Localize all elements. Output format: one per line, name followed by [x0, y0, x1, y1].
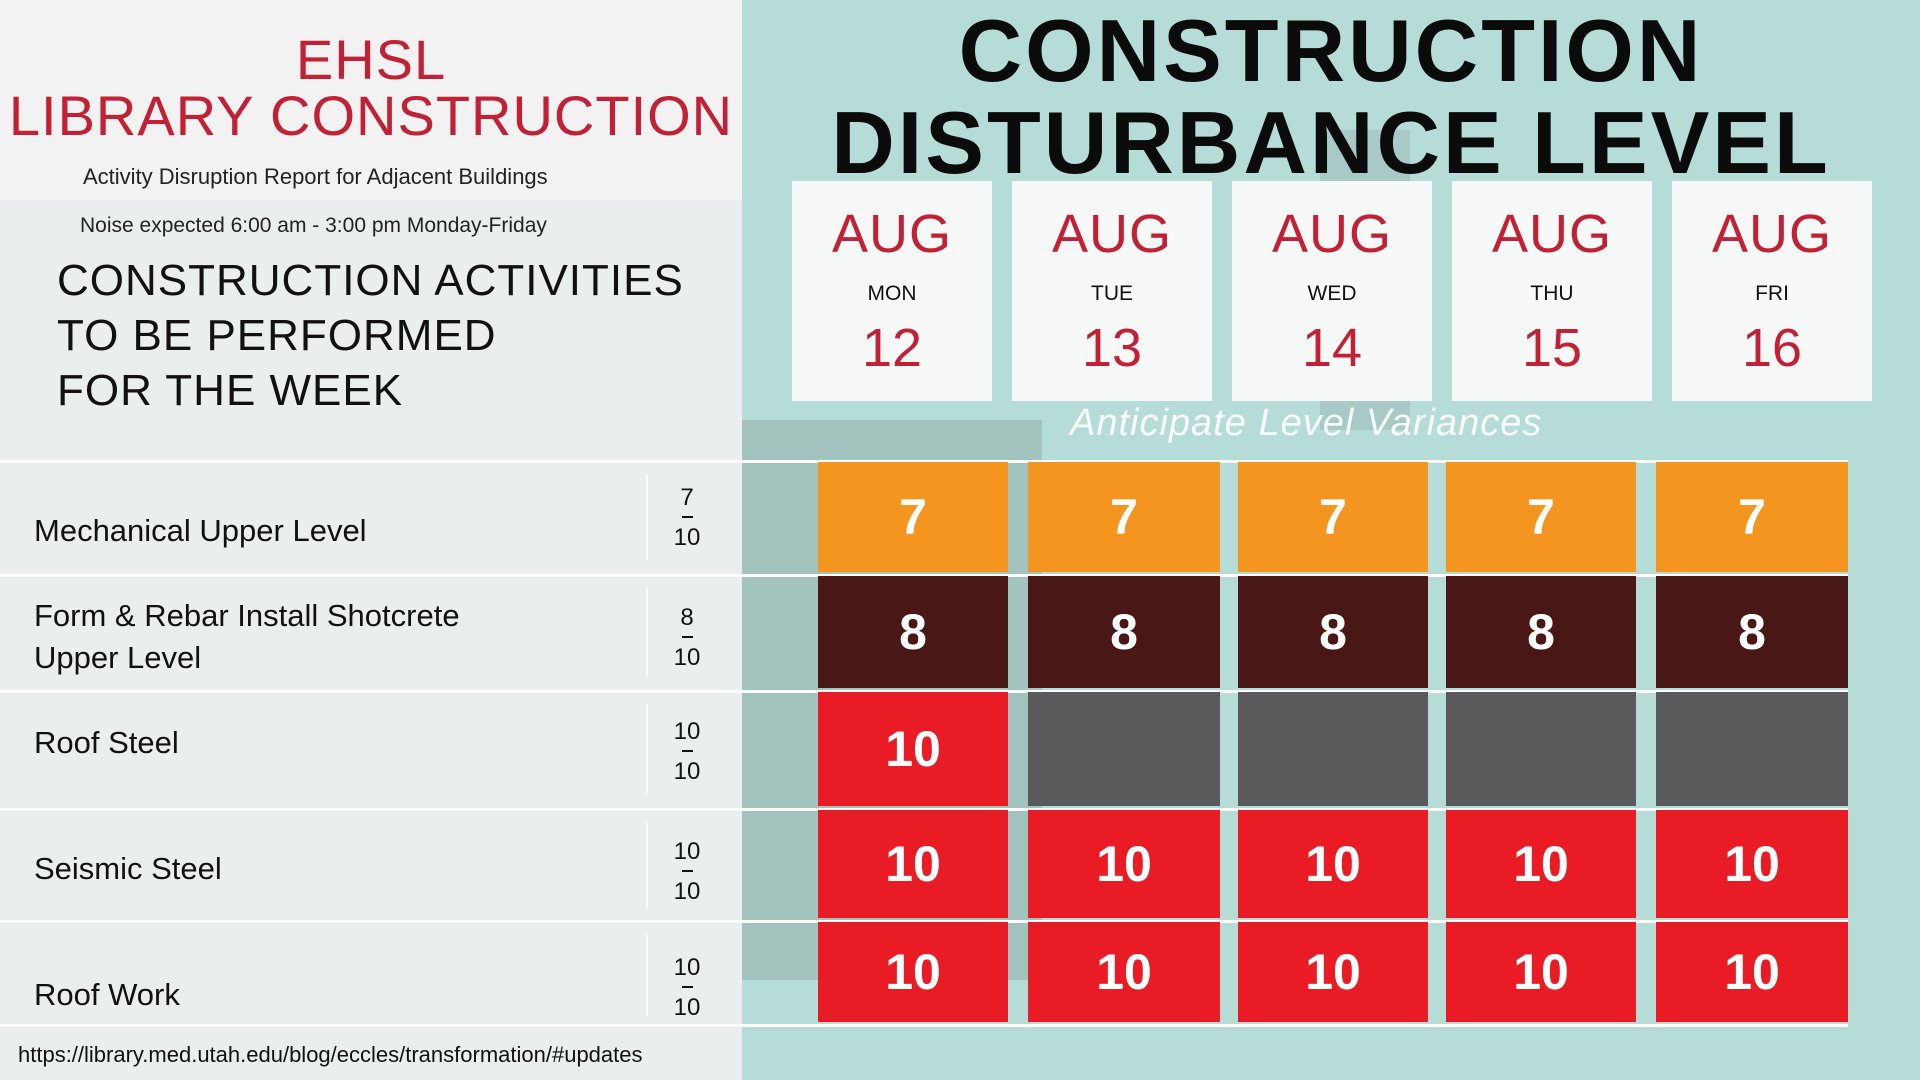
level-cell-r1-thu: 7: [1446, 462, 1636, 572]
card-month: AUG: [1711, 204, 1833, 264]
fraction-bar: [681, 750, 693, 752]
card-month: AUG: [1051, 204, 1173, 264]
card-weekday: WED: [1307, 282, 1357, 305]
level-cell-r1-wed: 7: [1238, 462, 1428, 572]
left-panel: EHSL LIBRARY CONSTRUCTION Activity Disru…: [0, 0, 742, 1080]
card-date: 16: [1741, 318, 1803, 378]
level-cell-r2-fri: 8: [1656, 576, 1848, 688]
level-cell-r3-mon: 10: [818, 692, 1008, 806]
activity-label-roof-steel: Roof Steel: [34, 725, 179, 760]
card-weekday: FRI: [1755, 282, 1789, 305]
level-numerator: 10: [673, 954, 701, 981]
level-cell-r4-mon: 10: [818, 810, 1008, 918]
fraction-bar: [681, 986, 693, 988]
org-title-line1: EHSL: [295, 28, 447, 91]
level-cell-r2-thu: 8: [1446, 576, 1636, 688]
level-cell-r5-tue: 10: [1028, 922, 1220, 1022]
variance-note: Anticipate Level Variances: [1070, 402, 1543, 444]
level-cell-r2-tue: 8: [1028, 576, 1220, 688]
date-card-wed: AUG WED 14: [1232, 181, 1432, 401]
level-denominator: 10: [673, 758, 701, 785]
card-date: 13: [1081, 318, 1143, 378]
level-cell-r4-wed: 10: [1238, 810, 1428, 918]
updates-url[interactable]: https://library.med.utah.edu/blog/eccles…: [18, 1042, 643, 1067]
level-numerator: 10: [673, 718, 701, 745]
activity-label-roof-work: Roof Work: [34, 977, 180, 1012]
activity-label-form-rebar-line2: Upper Level: [34, 640, 202, 675]
row-divider: [0, 1024, 1848, 1027]
date-card-thu: AUG THU 15: [1452, 181, 1652, 401]
row-divider: [0, 808, 1848, 811]
level-rating: 10 10: [664, 838, 710, 906]
column-separator: [646, 934, 648, 1016]
card-weekday: MON: [867, 282, 917, 305]
level-cell-r3-thu: [1446, 692, 1636, 806]
level-cell-r1-tue: 7: [1028, 462, 1220, 572]
level-cell-r1-fri: 7: [1656, 462, 1848, 572]
card-weekday: TUE: [1091, 282, 1133, 305]
level-denominator: 10: [673, 644, 701, 671]
card-date: 12: [861, 318, 923, 378]
card-month: AUG: [1271, 204, 1393, 264]
level-cell-r5-mon: 10: [818, 922, 1008, 1022]
row-divider: [0, 460, 1848, 463]
level-cell-r5-fri: 10: [1656, 922, 1848, 1022]
left-header-band: [0, 0, 742, 200]
level-denominator: 10: [673, 878, 701, 905]
level-cell-r2-mon: 8: [818, 576, 1008, 688]
fraction-bar: [681, 516, 693, 518]
date-card-fri: AUG FRI 16: [1672, 181, 1872, 401]
row-divider: [0, 690, 1848, 693]
level-rating: 7 10: [664, 484, 710, 552]
level-numerator: 7: [680, 484, 694, 511]
level-rating: 10 10: [664, 954, 710, 1022]
noise-note: Noise expected 6:00 am - 3:00 pm Monday-…: [80, 214, 547, 237]
card-month: AUG: [831, 204, 953, 264]
column-separator: [646, 588, 648, 676]
activities-title-line1: CONSTRUCTION ACTIVITIES: [57, 256, 684, 305]
column-separator: [646, 474, 648, 560]
level-numerator: 10: [673, 838, 701, 865]
level-cell-r4-thu: 10: [1446, 810, 1636, 918]
subtitle: Activity Disruption Report for Adjacent …: [83, 164, 548, 189]
level-cell-r4-tue: 10: [1028, 810, 1220, 918]
card-month: AUG: [1491, 204, 1613, 264]
level-cell-r5-thu: 10: [1446, 922, 1636, 1022]
level-cell-r5-wed: 10: [1238, 922, 1428, 1022]
activity-label-mechanical-upper-level: Mechanical Upper Level: [34, 513, 367, 548]
level-cell-r2-wed: 8: [1238, 576, 1428, 688]
level-denominator: 10: [673, 524, 701, 551]
level-cell-r3-wed: [1238, 692, 1428, 806]
activities-title-line3: FOR THE WEEK: [57, 366, 404, 415]
level-rating: 8 10: [664, 604, 710, 672]
column-separator: [646, 822, 648, 908]
fraction-bar: [681, 870, 693, 872]
level-numerator: 8: [680, 604, 694, 631]
level-rating: 10 10: [664, 718, 710, 786]
level-denominator: 10: [673, 994, 701, 1021]
level-cell-r4-fri: 10: [1656, 810, 1848, 918]
activities-title-line2: TO BE PERFORMED: [57, 311, 497, 360]
level-cell-r3-fri: [1656, 692, 1848, 806]
org-title-line2: LIBRARY CONSTRUCTION: [8, 84, 734, 147]
fraction-bar: [681, 636, 693, 638]
activity-label-seismic-steel: Seismic Steel: [34, 851, 222, 886]
card-date: 14: [1301, 318, 1363, 378]
card-date: 15: [1521, 318, 1583, 378]
row-divider: [0, 920, 1848, 923]
main-title-line2: DISTURBANCE LEVEL: [831, 93, 1831, 192]
level-cell-r1-mon: 7: [818, 462, 1008, 572]
column-separator: [646, 704, 648, 794]
activity-label-form-rebar-line1: Form & Rebar Install Shotcrete: [34, 598, 460, 633]
card-weekday: THU: [1530, 282, 1574, 305]
date-card-mon: AUG MON 12: [792, 181, 992, 401]
date-card-tue: AUG TUE 13: [1012, 181, 1212, 401]
level-cell-r3-tue: [1028, 692, 1220, 806]
main-title-line1: CONSTRUCTION: [958, 1, 1704, 100]
row-divider: [0, 574, 1848, 577]
